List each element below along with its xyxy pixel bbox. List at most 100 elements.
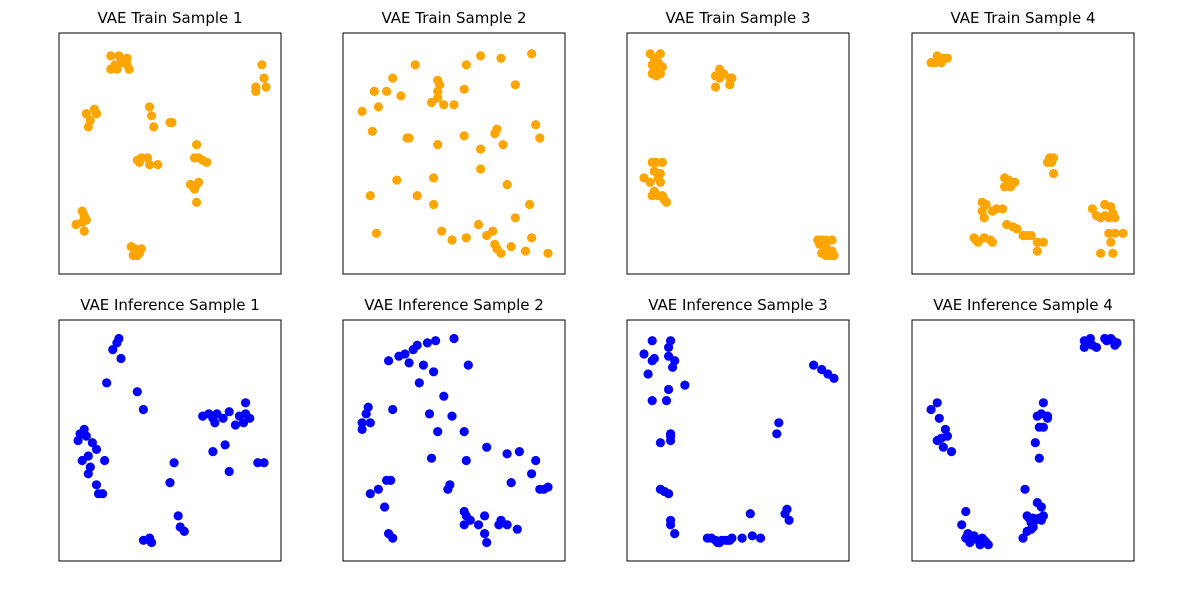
scatter-point bbox=[745, 509, 755, 519]
scatter-point bbox=[1026, 230, 1036, 241]
scatter-point bbox=[81, 431, 91, 441]
scatter-point bbox=[431, 336, 441, 346]
scatter-point bbox=[1032, 411, 1042, 421]
scatter-point bbox=[463, 360, 473, 370]
scatter-point bbox=[81, 109, 91, 119]
scatter-point bbox=[112, 338, 122, 348]
scatter-point bbox=[380, 502, 390, 512]
scatter-point bbox=[932, 398, 942, 408]
scatter-point bbox=[510, 213, 520, 223]
scatter-point bbox=[116, 353, 126, 364]
scatter-point bbox=[357, 106, 367, 116]
axes-frame bbox=[911, 32, 1135, 275]
scatter-point bbox=[476, 164, 486, 174]
scatter-point bbox=[1012, 224, 1022, 234]
scatter-point bbox=[829, 373, 839, 383]
scatter-point bbox=[261, 82, 271, 92]
scatter-point bbox=[476, 51, 486, 61]
scatter-point bbox=[1091, 342, 1102, 352]
scatter-point bbox=[357, 418, 367, 428]
scatter-point bbox=[527, 49, 537, 59]
scatter-point bbox=[384, 356, 394, 366]
scatter-point bbox=[1049, 168, 1059, 179]
scatter-point bbox=[1038, 398, 1048, 408]
scatter-point bbox=[1022, 526, 1032, 537]
subplot-title: VAE Inference Sample 4 bbox=[933, 296, 1113, 314]
subplot-title: VAE Train Sample 4 bbox=[950, 9, 1095, 27]
scatter-point bbox=[702, 533, 713, 543]
scatter-point bbox=[429, 367, 439, 377]
scatter-point bbox=[543, 248, 553, 258]
scatter-point bbox=[382, 475, 392, 485]
scatter-point bbox=[661, 197, 672, 207]
scatter-point bbox=[1030, 438, 1040, 448]
scatter-point bbox=[71, 219, 81, 230]
scatter-point bbox=[185, 179, 195, 190]
scatter-point bbox=[527, 233, 537, 243]
scatter-point bbox=[371, 228, 381, 238]
scatter-point bbox=[926, 404, 936, 415]
scatter-point bbox=[946, 447, 957, 457]
scatter-point bbox=[1042, 157, 1053, 167]
scatter-point bbox=[382, 86, 392, 96]
scatter-point bbox=[83, 469, 93, 479]
scatter-point bbox=[965, 537, 975, 548]
scatter-point bbox=[983, 540, 993, 550]
scatter-point bbox=[169, 458, 179, 468]
scatter-point bbox=[449, 333, 459, 344]
scatter-point bbox=[780, 509, 790, 519]
scatter-point bbox=[942, 53, 953, 63]
scatter-point bbox=[224, 466, 234, 477]
scatter-point bbox=[664, 384, 674, 395]
scatter-point bbox=[502, 179, 512, 190]
scatter-point bbox=[737, 533, 747, 543]
subplot-title: VAE Inference Sample 3 bbox=[648, 296, 828, 314]
scatter-point bbox=[208, 447, 218, 457]
subplot-title: VAE Train Sample 2 bbox=[381, 9, 526, 27]
scatter-point bbox=[998, 204, 1008, 214]
scatter-point bbox=[772, 429, 782, 439]
scatter-point bbox=[932, 435, 942, 446]
scatter-point bbox=[543, 482, 553, 492]
scatter-point bbox=[220, 440, 230, 450]
scatter-point bbox=[400, 349, 410, 359]
scatter-point bbox=[527, 469, 537, 479]
scatter-point bbox=[149, 122, 159, 132]
scatter-point bbox=[192, 197, 202, 207]
scatter-point bbox=[1106, 237, 1116, 247]
scatter-point bbox=[647, 396, 657, 406]
scatter-point bbox=[1079, 342, 1089, 352]
scatter-point bbox=[482, 442, 492, 452]
scatter-point bbox=[657, 157, 668, 167]
scatter-point bbox=[357, 424, 367, 434]
scatter-point bbox=[829, 250, 839, 261]
scatter-point bbox=[975, 540, 985, 550]
axes-frame bbox=[911, 319, 1135, 562]
scatter-point bbox=[459, 84, 469, 94]
scatter-point bbox=[655, 177, 666, 187]
scatter-point bbox=[459, 131, 469, 141]
scatter-point bbox=[666, 435, 676, 446]
scatter-point bbox=[942, 431, 953, 441]
scatter-point bbox=[502, 449, 512, 459]
scatter-point bbox=[666, 520, 676, 530]
scatter-point bbox=[165, 478, 175, 488]
scatter-point bbox=[251, 86, 261, 96]
scatter-point bbox=[91, 109, 102, 119]
scatter-point bbox=[369, 86, 379, 96]
scatter-point bbox=[715, 73, 725, 83]
scatter-point bbox=[447, 235, 457, 245]
scatter-point bbox=[1018, 533, 1028, 543]
scatter-point bbox=[173, 511, 183, 521]
scatter-point bbox=[439, 391, 449, 401]
scatter-point bbox=[461, 455, 471, 466]
scatter-point bbox=[91, 480, 102, 490]
scatter-point bbox=[106, 51, 116, 61]
scatter-point bbox=[91, 444, 102, 454]
scatter-point bbox=[202, 157, 212, 167]
scatter-point bbox=[1087, 204, 1097, 214]
scatter-point bbox=[520, 246, 531, 256]
scatter-point bbox=[138, 404, 148, 415]
